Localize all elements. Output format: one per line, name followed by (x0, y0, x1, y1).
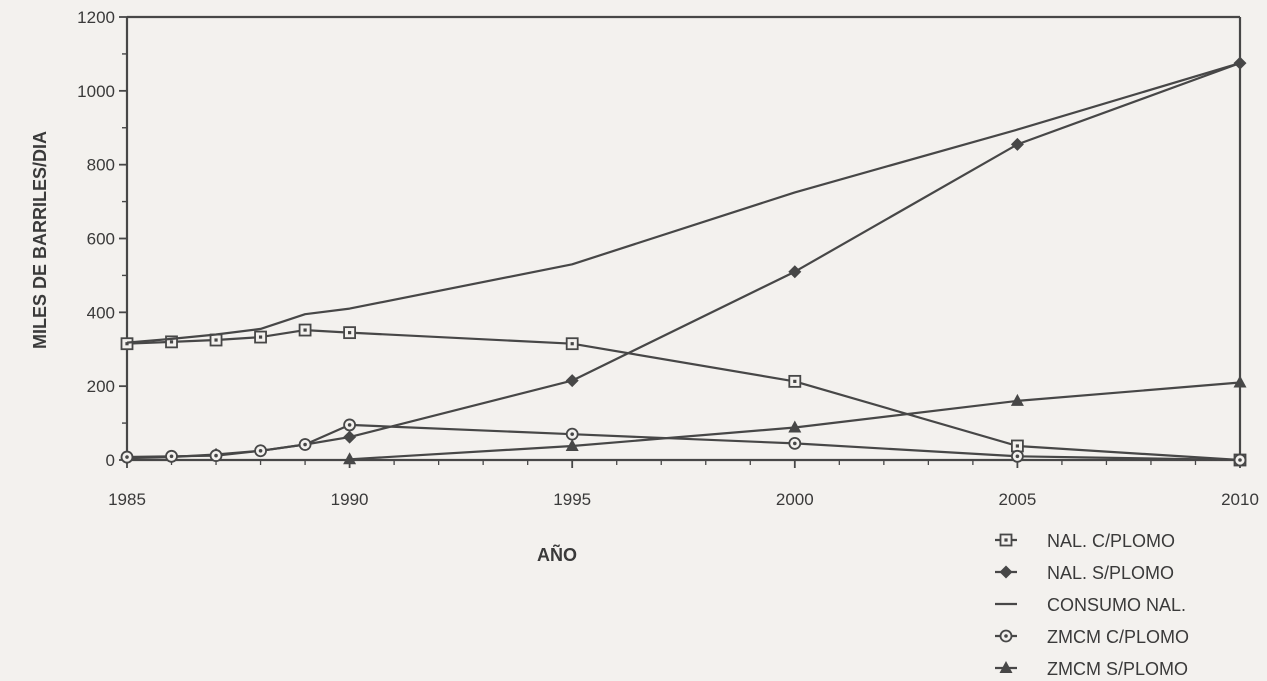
marker-square-center (570, 342, 574, 346)
legend-label: ZMCM S/PLOMO (1047, 659, 1188, 679)
data-point (165, 449, 178, 463)
legend-label: ZMCM C/PLOMO (1047, 627, 1189, 647)
data-point (1011, 439, 1024, 453)
legend-item: NAL. S/PLOMO (995, 563, 1174, 583)
legend-marker (999, 533, 1013, 547)
data-point (209, 449, 223, 462)
series-5 (343, 375, 1247, 465)
data-point (788, 265, 802, 279)
data-point (565, 337, 579, 351)
legend-marker (999, 629, 1013, 643)
marker-circle-center (214, 453, 218, 458)
data-point (788, 420, 802, 433)
x-axis-ticks: 1985 1990 1995 2000 2005 2010 (108, 460, 1259, 509)
marker-circle-center (1015, 454, 1020, 459)
legend-marker (999, 565, 1013, 579)
marker-circle-center (570, 432, 574, 436)
data-point (298, 323, 312, 337)
data-point (298, 438, 312, 451)
legend: NAL. C/PLOMO NAL. S/PLOMO CONSUMO NAL. ZMCM… (995, 531, 1189, 679)
legend-item: CONSUMO NAL. (995, 595, 1186, 615)
legend-label: NAL. C/PLOMO (1047, 531, 1175, 551)
x-tick-label: 2010 (1221, 490, 1259, 509)
y-tick-label: 200 (87, 377, 115, 396)
data-point (1233, 453, 1247, 467)
legend-item: ZMCM S/PLOMO (995, 659, 1188, 679)
x-tick-label: 2000 (776, 490, 814, 509)
marker-square-center (1004, 538, 1008, 542)
marker-circle-center (125, 455, 129, 459)
y-tick-label: 1200 (77, 8, 115, 27)
y-tick-label: 1000 (77, 82, 115, 101)
marker-square-center (1015, 444, 1019, 448)
data-point (209, 333, 223, 347)
marker-square-center (214, 338, 218, 342)
series-layer (120, 56, 1247, 467)
marker-square-center (793, 379, 797, 383)
data-point (120, 450, 134, 464)
series-line (126, 423, 1241, 462)
x-tick-label: 1985 (108, 490, 146, 509)
data-point (1010, 137, 1024, 151)
data-point (1233, 375, 1247, 388)
y-axis-ticks: 0 200 400 600 800 1000 1200 (77, 8, 127, 470)
marker-square-center (303, 328, 307, 332)
marker-circle-center (169, 454, 174, 459)
x-tick-label: 1990 (331, 490, 369, 509)
y-axis-title: MILES DE BARRILES/DIA (30, 131, 50, 349)
data-point (343, 430, 357, 444)
plot-frame (125, 15, 1242, 462)
marker-circle-center (303, 442, 307, 447)
marker-circle-center (347, 423, 352, 427)
legend-label: CONSUMO NAL. (1047, 595, 1186, 615)
data-point (343, 326, 357, 340)
data-point (343, 418, 357, 432)
marker-square-center (169, 340, 174, 344)
series-line (126, 329, 1241, 462)
series-2 (120, 56, 1247, 465)
marker-circle-center (1004, 634, 1008, 638)
y-tick-label: 800 (87, 156, 115, 175)
series-4 (120, 418, 1247, 467)
x-tick-label: 1995 (553, 490, 591, 509)
data-point (788, 374, 802, 388)
data-point (165, 335, 178, 349)
x-axis-title: AÑO (537, 544, 577, 565)
marker-circle-center (258, 448, 263, 453)
data-point (254, 444, 267, 458)
data-point (1010, 393, 1024, 406)
data-point (565, 374, 579, 388)
marker-square-center (125, 342, 129, 346)
data-point (120, 337, 134, 351)
y-tick-label: 600 (87, 230, 115, 249)
marker-circle-center (793, 441, 797, 446)
marker-circle-center (1238, 458, 1242, 462)
y-tick-label: 0 (106, 451, 115, 470)
legend-item: ZMCM C/PLOMO (995, 627, 1189, 647)
data-point (565, 427, 579, 441)
data-point (254, 330, 267, 344)
series-3 (126, 62, 1241, 344)
marker-square-center (348, 331, 352, 335)
data-point (343, 452, 357, 465)
data-point (788, 436, 802, 450)
marker-square-center (258, 335, 263, 339)
x-tick-label: 2005 (998, 490, 1036, 509)
y-tick-label: 400 (87, 303, 115, 322)
legend-label: NAL. S/PLOMO (1047, 563, 1174, 583)
legend-item: NAL. C/PLOMO (995, 531, 1175, 551)
legend-marker (999, 661, 1013, 673)
data-point (1011, 449, 1024, 463)
data-point (565, 438, 579, 451)
series-line (126, 62, 1241, 344)
series-line (126, 62, 1241, 460)
